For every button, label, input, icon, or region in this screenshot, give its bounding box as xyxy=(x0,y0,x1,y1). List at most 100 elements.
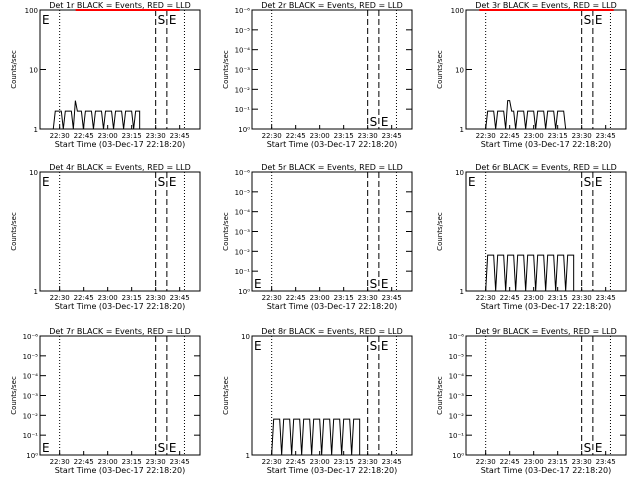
x-tick-label: 23:15 xyxy=(548,294,568,302)
x-tick-label: 23:15 xyxy=(122,132,142,140)
marker-E-left: E xyxy=(254,277,262,291)
y-tick-label: 10⁻⁴ xyxy=(235,209,251,217)
y-tick-label: 10⁻² xyxy=(23,412,39,420)
y-tick-label: 10⁻⁵ xyxy=(23,353,39,361)
x-tick-label: 22:45 xyxy=(500,458,520,466)
marker-S: S xyxy=(584,13,592,27)
x-tick-label: 22:30 xyxy=(262,294,282,302)
panel-title: Det 7r BLACK = Events, RED = LLD xyxy=(49,327,191,336)
series-events-line xyxy=(52,100,141,130)
y-tick-label: 1 xyxy=(34,288,38,296)
panel-title: Det 9r BLACK = Events, RED = LLD xyxy=(475,327,617,336)
y-tick-label: 10⁻⁴ xyxy=(23,373,39,381)
marker-S: S xyxy=(370,277,378,291)
plot-frame xyxy=(251,9,413,130)
x-axis-label: Start Time (03-Dec-17 22:18:20) xyxy=(267,302,398,311)
x-tick-label: 23:00 xyxy=(310,132,330,140)
marker-S: S xyxy=(584,441,592,455)
x-tick-label: 23:15 xyxy=(334,458,354,466)
y-tick-label: 10⁻⁴ xyxy=(235,47,251,55)
y-tick-label: 10⁰ xyxy=(238,126,250,134)
x-tick-label: 23:15 xyxy=(548,132,568,140)
x-axis-label: Start Time (03-Dec-17 22:18:20) xyxy=(481,302,612,311)
x-tick-label: 23:30 xyxy=(572,294,592,302)
x-tick-label: 22:30 xyxy=(476,132,496,140)
marker-S: S xyxy=(370,115,378,129)
panel-title: Det 2r BLACK = Events, RED = LLD xyxy=(261,1,403,10)
marker-E-left: E xyxy=(42,441,50,455)
marker-E: E xyxy=(381,339,389,353)
y-tick-label: 10⁻¹ xyxy=(449,432,465,440)
x-tick-label: 23:30 xyxy=(146,294,166,302)
panel-title: Det 8r BLACK = Events, RED = LLD xyxy=(261,327,403,336)
y-tick-label: 100 xyxy=(451,7,464,15)
y-tick-label: 10⁻³ xyxy=(449,393,465,401)
series-events-line xyxy=(485,254,575,292)
y-tick-label: 10⁻³ xyxy=(23,393,39,401)
x-tick-label: 23:30 xyxy=(146,132,166,140)
x-tick-label: 22:45 xyxy=(500,294,520,302)
x-tick-label: 23:00 xyxy=(310,294,330,302)
marker-E: E xyxy=(169,13,177,27)
panel-title: Det 1r BLACK = Events, RED = LLD xyxy=(49,1,191,10)
x-tick-label: 23:45 xyxy=(596,294,616,302)
marker-E: E xyxy=(169,175,177,189)
x-tick-label: 23:15 xyxy=(122,458,142,466)
y-tick-label: 1 xyxy=(246,452,250,460)
y-axis-label: Counts/sec xyxy=(10,50,18,89)
x-tick-label: 22:45 xyxy=(286,132,306,140)
y-axis-label: Counts/sec xyxy=(436,212,444,251)
x-tick-label: 23:45 xyxy=(382,294,402,302)
x-tick-label: 23:30 xyxy=(358,458,378,466)
y-tick-label: 10⁻² xyxy=(235,248,251,256)
y-tick-label: 10 xyxy=(29,67,38,75)
plot-frame xyxy=(465,171,627,292)
y-tick-label: 10⁻¹ xyxy=(235,106,251,114)
x-tick-label: 23:45 xyxy=(596,132,616,140)
y-axis-label: Counts/sec xyxy=(222,212,230,251)
x-tick-label: 23:00 xyxy=(524,294,544,302)
x-tick-label: 22:45 xyxy=(286,458,306,466)
y-tick-label: 10 xyxy=(455,67,464,75)
x-axis-label: Start Time (03-Dec-17 22:18:20) xyxy=(55,466,186,475)
marker-E: E xyxy=(381,115,389,129)
marker-S: S xyxy=(158,13,166,27)
x-tick-label: 22:45 xyxy=(74,132,94,140)
x-tick-label: 23:45 xyxy=(170,132,190,140)
marker-E-left: E xyxy=(42,175,50,189)
x-axis-label: Start Time (03-Dec-17 22:18:20) xyxy=(267,466,398,475)
panel-title: Det 4r BLACK = Events, RED = LLD xyxy=(49,163,191,172)
x-tick-label: 22:30 xyxy=(50,132,70,140)
x-axis-label: Start Time (03-Dec-17 22:18:20) xyxy=(55,140,186,149)
y-axis-label: Counts/sec xyxy=(222,376,230,415)
x-tick-label: 23:15 xyxy=(548,458,568,466)
x-tick-label: 22:45 xyxy=(500,132,520,140)
y-tick-label: 10⁻¹ xyxy=(23,432,39,440)
y-axis-label: Counts/sec xyxy=(10,376,18,415)
x-tick-label: 22:30 xyxy=(476,458,496,466)
x-tick-label: 22:30 xyxy=(50,458,70,466)
x-tick-label: 23:00 xyxy=(98,458,118,466)
panel-title: Det 3r BLACK = Events, RED = LLD xyxy=(475,1,617,10)
x-tick-label: 22:45 xyxy=(74,294,94,302)
y-tick-label: 10 xyxy=(241,333,250,341)
marker-E: E xyxy=(595,175,603,189)
x-tick-label: 23:00 xyxy=(524,458,544,466)
y-tick-label: 10⁻³ xyxy=(235,67,251,75)
y-tick-label: 100 xyxy=(25,7,38,15)
x-axis-label: Start Time (03-Dec-17 22:18:20) xyxy=(481,466,612,475)
y-tick-label: 10⁻³ xyxy=(235,229,251,237)
marker-S: S xyxy=(584,175,592,189)
panel-title: Det 6r BLACK = Events, RED = LLD xyxy=(475,163,617,172)
x-tick-label: 23:00 xyxy=(98,294,118,302)
x-tick-label: 22:30 xyxy=(262,458,282,466)
y-tick-label: 10⁻² xyxy=(449,412,465,420)
marker-S: S xyxy=(158,175,166,189)
series-events-line xyxy=(485,100,567,130)
y-tick-label: 1 xyxy=(34,126,38,134)
x-axis-label: Start Time (03-Dec-17 22:18:20) xyxy=(267,140,398,149)
x-tick-label: 22:30 xyxy=(50,294,70,302)
x-tick-label: 23:30 xyxy=(146,458,166,466)
plot-frame xyxy=(251,335,413,456)
